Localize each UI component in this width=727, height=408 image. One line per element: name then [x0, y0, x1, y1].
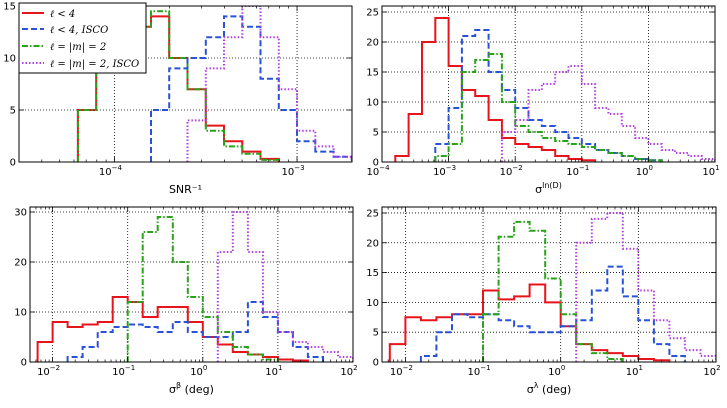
- series-purple-step: [186, 6, 352, 162]
- legend-entry-l-lt-4-isco: ℓ < 4, ISCO: [50, 25, 108, 36]
- plot-area: [382, 6, 715, 162]
- axes-frame: [381, 5, 716, 163]
- x-tick-label: 101: [265, 364, 282, 378]
- y-tick-label: 20: [366, 38, 379, 49]
- x-tick-label: 10−2: [390, 364, 413, 378]
- x-tick-label-exponent: −3: [294, 164, 304, 172]
- series-green-step: [126, 216, 279, 362]
- series-blue-step: [419, 265, 686, 362]
- series-red-step: [36, 296, 309, 362]
- x-axis-label: SNR⁻¹: [169, 183, 202, 196]
- x-axis-label: σβ (deg): [169, 381, 214, 396]
- x-tick-label: 100: [190, 364, 207, 378]
- x-tick-label: 101: [626, 364, 643, 378]
- y-tick-label: 0: [373, 158, 379, 169]
- y-tick-label: 0: [10, 158, 16, 169]
- y-tick-label: 10: [3, 54, 16, 65]
- x-tick-label-exponent: 0: [561, 364, 565, 372]
- series-group: [36, 211, 353, 362]
- y-tick-label: 10: [366, 298, 379, 309]
- series-purple-step: [500, 65, 715, 162]
- series-purple-step: [575, 212, 716, 362]
- x-tick-label-exponent: 2: [353, 364, 357, 372]
- x-axis-label-sup: λ: [534, 381, 539, 390]
- series-blue-step: [66, 301, 324, 362]
- x-tick-label: 10−1: [566, 164, 589, 178]
- plot-area: [382, 207, 716, 362]
- x-tick-label-exponent: −2: [512, 164, 522, 172]
- x-axis-label-sup: ln(D): [542, 181, 562, 190]
- y-tick-label: 10: [366, 98, 379, 109]
- x-tick-label-exponent: −4: [379, 164, 390, 172]
- y-tick-label: 30: [14, 208, 27, 219]
- y-tick-label: 15: [3, 2, 16, 13]
- x-tick-label-exponent: 0: [203, 364, 207, 372]
- axes-frame: [381, 206, 717, 363]
- x-tick-label: 10−1: [468, 364, 491, 378]
- axes-frame: [29, 206, 354, 363]
- x-tick-label: 102: [340, 364, 357, 378]
- y-tick-label: 25: [366, 208, 379, 219]
- x-tick-label-exponent: −4: [112, 164, 123, 172]
- y-tick-label: 5: [373, 128, 379, 139]
- legend-entry-l-m-2: ℓ = |m| = 2: [50, 42, 106, 53]
- axes-frame: [18, 5, 353, 163]
- x-axis-label: σλ (deg): [527, 381, 572, 396]
- series-green-step: [482, 220, 624, 362]
- series-green-step: [434, 53, 663, 162]
- x-tick-label-exponent: −3: [446, 164, 456, 172]
- x-tick-label-exponent: −2: [50, 364, 60, 372]
- x-tick-label: 10−3: [433, 164, 456, 178]
- x-tick-label-exponent: 1: [638, 364, 642, 372]
- x-tick-label-exponent: −2: [403, 364, 413, 372]
- x-axis-label-suffix: (deg): [181, 383, 214, 396]
- series-blue-step: [434, 29, 663, 162]
- legend: ℓ < 4 ℓ < 4, ISCO ℓ = |m| = 2 ℓ = |m| = …: [18, 2, 147, 74]
- y-tick-label: 5: [373, 328, 379, 339]
- x-tick-label-exponent: −1: [480, 364, 490, 372]
- x-tick-label: 10−1: [112, 364, 135, 378]
- legend-entry-l-lt-4: ℓ < 4: [50, 9, 75, 20]
- plot-area: [30, 207, 353, 362]
- y-tick-label: 0: [373, 358, 379, 369]
- x-tick-label-exponent: 1: [715, 164, 719, 172]
- y-tick-label: 0: [21, 358, 27, 369]
- series-red-step: [388, 283, 671, 362]
- y-tick-label: 10: [14, 308, 27, 319]
- x-tick-label: 10−2: [500, 164, 523, 178]
- series-group: [388, 212, 716, 362]
- y-tick-label: 15: [366, 268, 379, 279]
- x-tick-label: 10−2: [37, 364, 60, 378]
- y-tick-label: 20: [366, 238, 379, 249]
- x-tick-label-exponent: −1: [125, 364, 135, 372]
- x-tick-label-exponent: 1: [278, 364, 282, 372]
- x-tick-label-exponent: −1: [579, 164, 589, 172]
- series-group: [394, 17, 715, 162]
- x-tick-label: 10−4: [99, 164, 123, 178]
- y-tick-label: 25: [366, 8, 379, 19]
- legend-box: [18, 2, 147, 74]
- x-tick-label-exponent: 2: [716, 364, 720, 372]
- x-tick-label: 100: [636, 164, 653, 178]
- x-tick-label-exponent: 0: [649, 164, 653, 172]
- x-tick-label: 101: [702, 164, 719, 178]
- y-tick-label: 15: [366, 68, 379, 79]
- series-red-step: [394, 17, 597, 162]
- x-tick-label: 100: [548, 364, 565, 378]
- x-axis-label: σln(D): [535, 181, 562, 196]
- x-axis-label-sup: β: [176, 381, 181, 390]
- x-axis-label-suffix: (deg): [538, 383, 571, 396]
- y-tick-label: 20: [14, 258, 27, 269]
- x-tick-label: 10−3: [282, 164, 305, 178]
- legend-entry-l-m-2-isco: ℓ = |m| = 2, ISCO: [50, 59, 139, 70]
- y-tick-label: 5: [10, 106, 16, 117]
- x-tick-label: 102: [703, 364, 720, 378]
